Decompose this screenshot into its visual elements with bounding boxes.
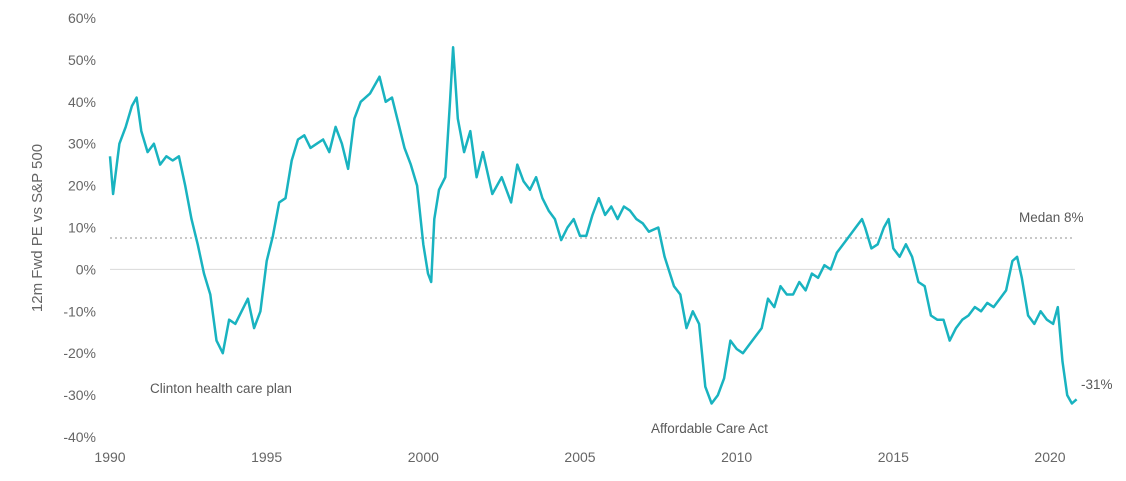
x-tick-label: 2020 bbox=[1034, 449, 1065, 465]
x-tick-label: 1990 bbox=[94, 449, 125, 465]
x-tick-label: 2015 bbox=[878, 449, 909, 465]
x-tick-label: 2005 bbox=[564, 449, 595, 465]
y-axis-title: 12m Fwd PE vs S&P 500 bbox=[29, 144, 46, 312]
x-tick-label: 2000 bbox=[408, 449, 439, 465]
y-tick-label: -30% bbox=[63, 387, 96, 403]
x-axis-tick-labels: 1990 1995 2000 2005 2010 2015 2020 bbox=[94, 449, 1065, 465]
annotation-median-label: Medan 8% bbox=[1019, 210, 1084, 225]
y-axis-tick-labels: -40% -30% -20% -10% 0% 10% 20% 30% 40% 50% 60% bbox=[63, 10, 96, 445]
y-tick-label: 30% bbox=[68, 136, 96, 152]
x-tick-label: 2010 bbox=[721, 449, 752, 465]
series-line bbox=[108, 46, 1078, 405]
y-tick-label: 20% bbox=[68, 178, 96, 194]
x-tick-label: 1995 bbox=[251, 449, 282, 465]
y-tick-label: -10% bbox=[63, 303, 96, 319]
y-tick-label: 40% bbox=[68, 94, 96, 110]
y-tick-label: -20% bbox=[63, 345, 96, 361]
y-tick-label: -40% bbox=[63, 429, 96, 445]
y-tick-label: 50% bbox=[68, 52, 96, 68]
y-tick-label: 0% bbox=[76, 261, 96, 277]
y-tick-label: 10% bbox=[68, 220, 96, 236]
annotation-clinton-health-care-plan: Clinton health care plan bbox=[150, 381, 292, 396]
annotation-last-value: -31% bbox=[1081, 377, 1113, 392]
y-tick-label: 60% bbox=[68, 10, 96, 26]
annotation-affordable-care-act: Affordable Care Act bbox=[651, 421, 768, 436]
